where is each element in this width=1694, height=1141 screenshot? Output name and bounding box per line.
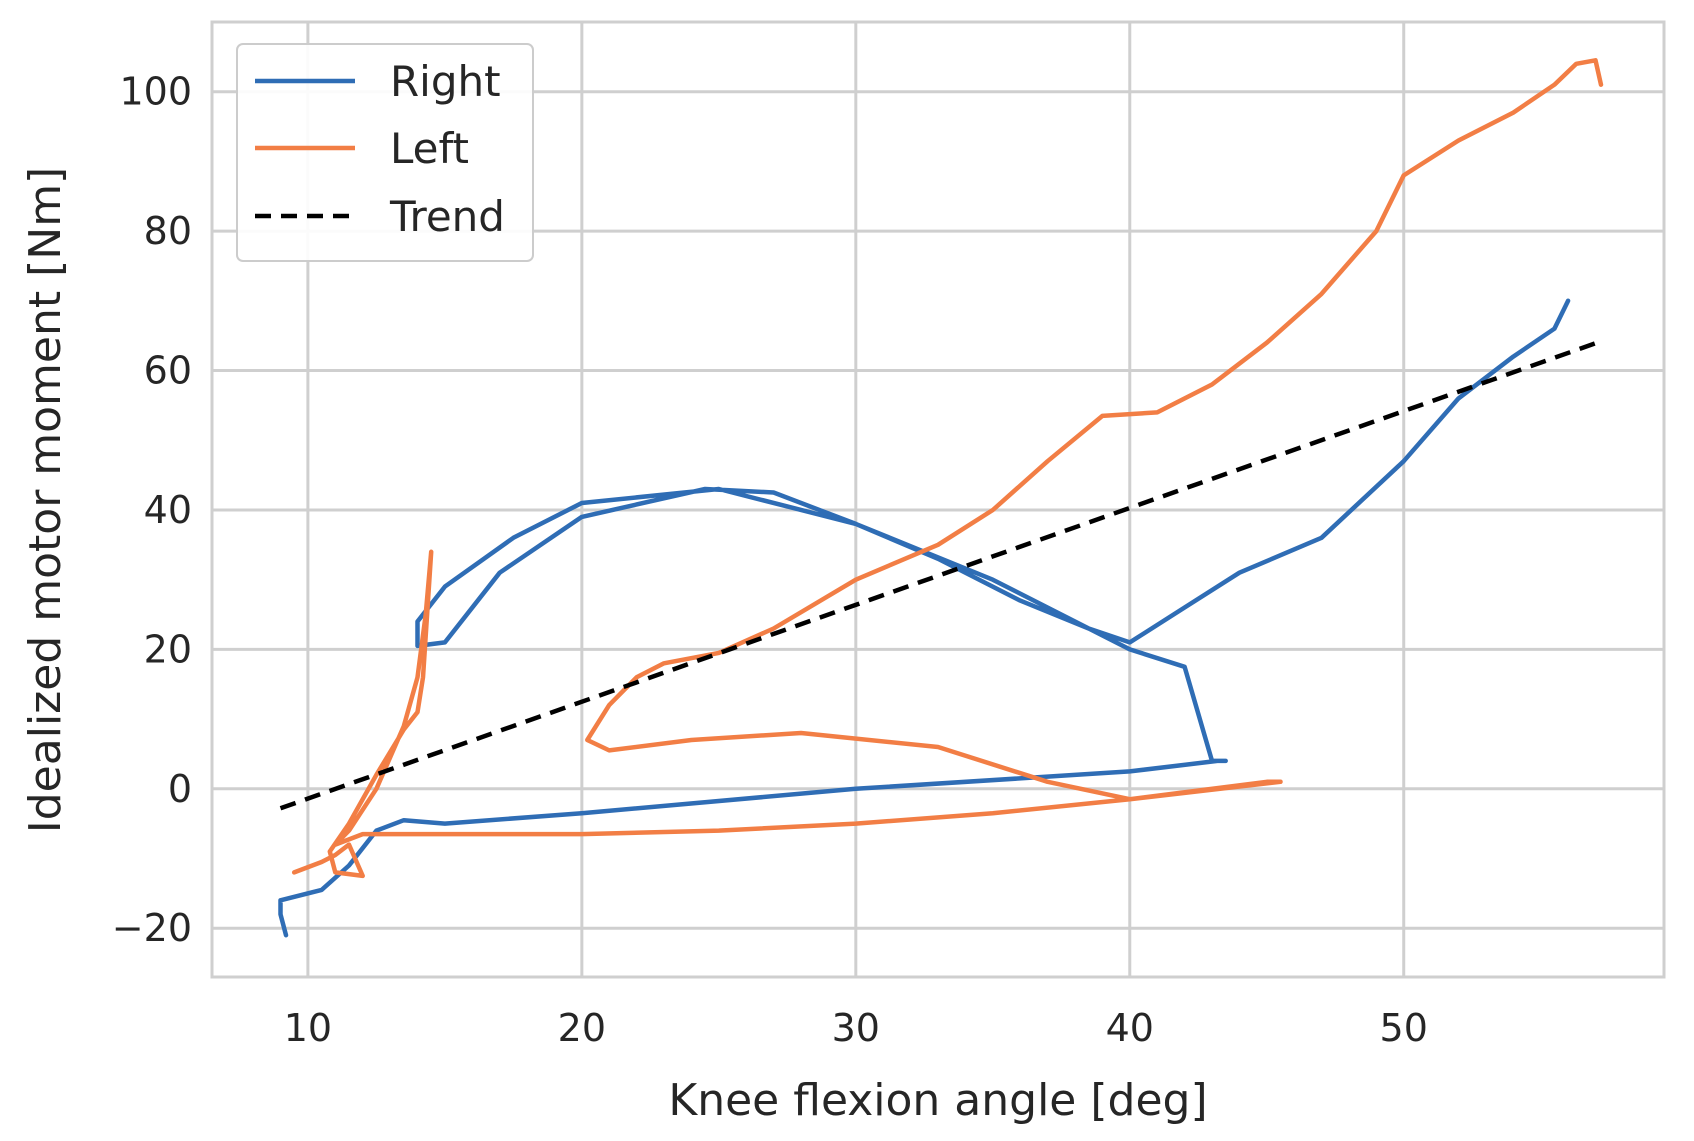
- y-axis-label: Idealized motor moment [Nm]: [20, 167, 71, 833]
- x-axis-label: Knee flexion angle [deg]: [668, 1075, 1207, 1126]
- y-tick-label: −20: [112, 906, 192, 950]
- series-line-right: [278, 298, 1571, 938]
- x-tick-label: 10: [284, 1006, 332, 1050]
- y-tick-label: 0: [168, 767, 192, 811]
- legend: Right Left Trend: [236, 43, 534, 262]
- y-tick-label: 80: [144, 209, 192, 253]
- legend-label-left: Left: [390, 124, 469, 173]
- y-tick-label: 40: [144, 488, 192, 532]
- y-tick-label: 60: [144, 349, 192, 393]
- y-tick-labels: −20 0 20 40 60 80 100: [112, 70, 192, 950]
- x-tick-label: 50: [1380, 1006, 1428, 1050]
- x-tick-labels: 10 20 30 40 50: [284, 1006, 1428, 1050]
- series-group: [278, 58, 1604, 938]
- legend-label-trend: Trend: [389, 192, 505, 241]
- series-line-left: [291, 58, 1604, 879]
- x-tick-label: 40: [1106, 1006, 1154, 1050]
- x-tick-label: 30: [832, 1006, 880, 1050]
- legend-box: [236, 43, 534, 262]
- x-tick-label: 20: [558, 1006, 606, 1050]
- y-tick-label: 100: [119, 70, 192, 114]
- legend-label-right: Right: [390, 57, 501, 106]
- y-tick-label: 20: [144, 627, 192, 671]
